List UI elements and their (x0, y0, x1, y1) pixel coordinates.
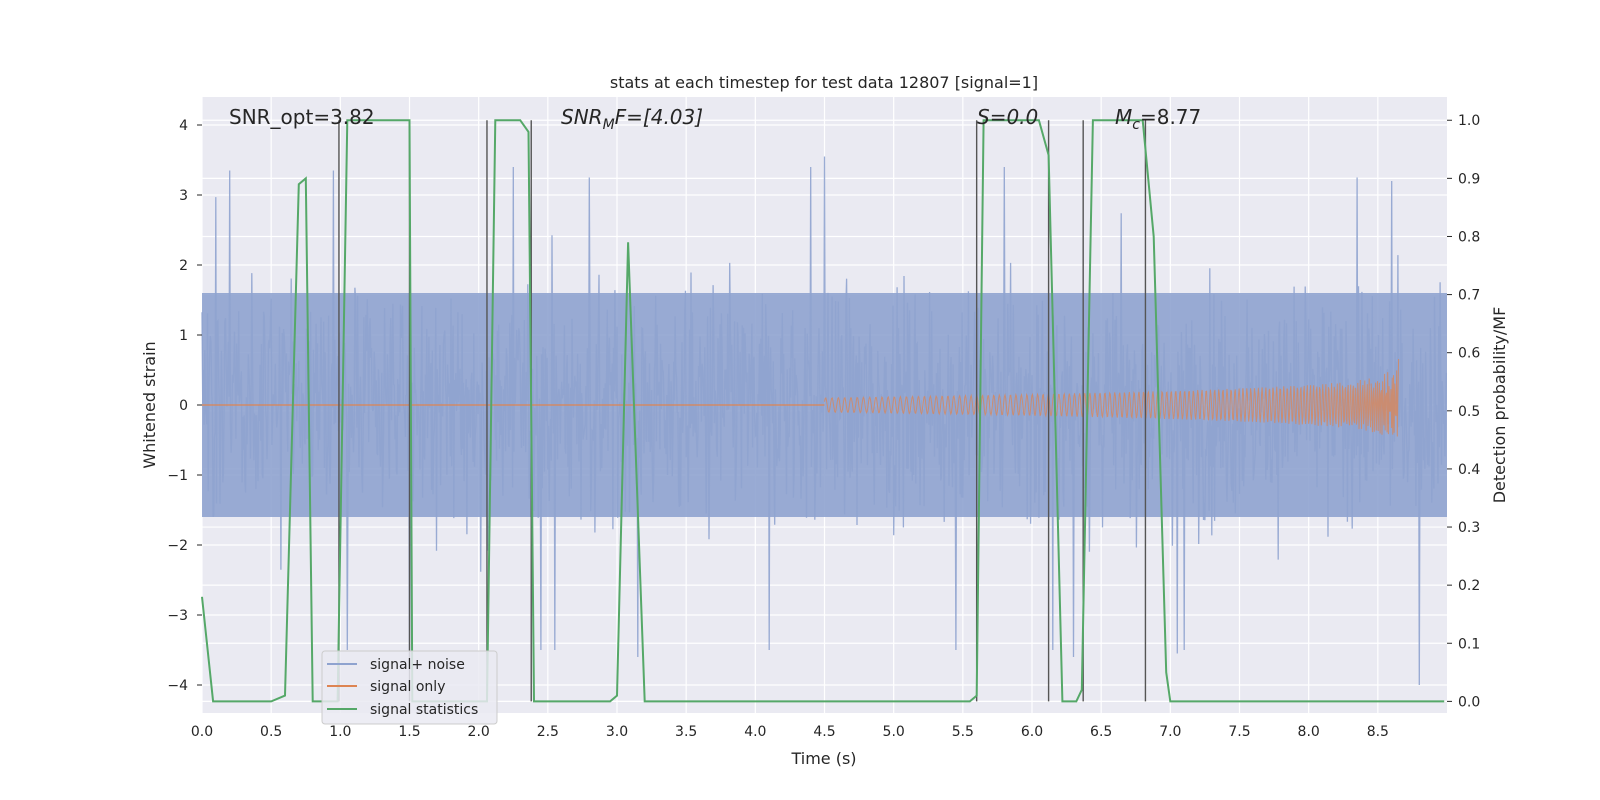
legend-entry-stats: signal statistics (370, 702, 478, 718)
x-tick-label: 6.0 (1021, 724, 1043, 740)
chart-title: stats at each timestep for test data 128… (610, 73, 1038, 92)
x-tick-label: 5.0 (883, 724, 905, 740)
x-tick-label: 3.0 (606, 724, 628, 740)
x-tick-label: 1.0 (329, 724, 351, 740)
y-tick-label-right: 0.3 (1458, 520, 1480, 536)
legend-entry-signal: signal only (370, 679, 445, 695)
y-tick-label-right: 1.0 (1458, 113, 1480, 129)
y-axis-left-ticks: −4 −3 −2 −1 0 1 2 3 4 (167, 118, 202, 694)
y-tick-label-left: −1 (167, 468, 188, 484)
x-axis-label: Time (s) (790, 749, 856, 768)
annotation-snr-opt: SNR_opt=3.82 (229, 105, 375, 129)
annotation-mc: Mc=8.77 (1115, 105, 1201, 133)
legend-box (321, 650, 498, 725)
y-tick-label-left: −3 (167, 608, 188, 624)
legend-entry-noise: signal+ noise (370, 657, 465, 673)
x-tick-label: 1.5 (398, 724, 420, 740)
x-tick-label: 2.0 (468, 724, 490, 740)
y-tick-label-right: 0.4 (1458, 462, 1480, 478)
x-tick-label: 4.5 (813, 724, 835, 740)
annotation-s: S=0.0 (977, 105, 1038, 129)
x-tick-label: 8.5 (1367, 724, 1389, 740)
y-axis-left-label: Whitened strain (140, 341, 159, 468)
series-signal-only (202, 358, 1400, 437)
stats-line (201, 119, 1445, 703)
x-tick-label: 6.5 (1090, 724, 1112, 740)
x-tick-label: 7.5 (1228, 724, 1250, 740)
x-tick-label: 2.5 (537, 724, 559, 740)
y-axis-right-label: Detection probability/MF (1490, 307, 1509, 504)
annotation-mc-suffix: =8.77 (1140, 105, 1201, 129)
x-axis-ticks: 0.0 0.5 1.0 1.5 2.0 2.5 3.0 3.5 4.0 4.5 5.0 5.5 6.0 6… (191, 724, 1389, 740)
annotation-mc-sub: c (1132, 117, 1140, 133)
annotation-snr-mf-sub: M (603, 117, 615, 133)
legend: signal+ noise signal only signal statist… (321, 650, 498, 725)
x-tick-label: 3.5 (675, 724, 697, 740)
x-tick-label: 7.0 (1159, 724, 1181, 740)
series-signal-statistics (201, 119, 1445, 703)
y-tick-label-left: −2 (167, 538, 188, 554)
annotation-mc-prefix: M (1115, 105, 1132, 129)
y-tick-label-right: 0.9 (1458, 171, 1480, 187)
x-tick-label: 8.0 (1298, 724, 1320, 740)
x-tick-label: 0.5 (260, 724, 282, 740)
signal-chirp (824, 358, 1400, 437)
y-tick-label-right: 0.5 (1458, 404, 1480, 420)
x-tick-label: 4.0 (744, 724, 766, 740)
y-tick-label-left: −4 (167, 678, 188, 694)
y-tick-label-right: 0.6 (1458, 346, 1480, 362)
y-tick-label-right: 0.8 (1458, 229, 1480, 245)
x-tick-label: 0.0 (191, 724, 213, 740)
y-tick-label-right: 0.2 (1458, 578, 1480, 594)
y-tick-label-left: 4 (179, 118, 188, 134)
y-tick-label-right: 0.0 (1458, 694, 1480, 710)
y-tick-label-left: 1 (179, 328, 188, 344)
y-tick-label-right: 0.7 (1458, 288, 1480, 304)
y-tick-label-right: 0.1 (1458, 636, 1480, 652)
annotation-snr-mf-prefix: SNR (561, 105, 603, 129)
y-tick-label-left: 0 (179, 398, 188, 414)
y-axis-right-ticks: 0.0 0.1 0.2 0.3 0.4 0.5 0.6 0.7 0.8 0.9 1.0 (1447, 113, 1480, 710)
annotation-snr-mf-suffix: F=[4.03] (615, 105, 703, 129)
annotation-snr-mf: SNRMF=[4.03] (561, 105, 703, 133)
x-tick-label: 5.5 (952, 724, 974, 740)
y-tick-label-left: 3 (179, 188, 188, 204)
y-tick-label-left: 2 (179, 258, 188, 274)
